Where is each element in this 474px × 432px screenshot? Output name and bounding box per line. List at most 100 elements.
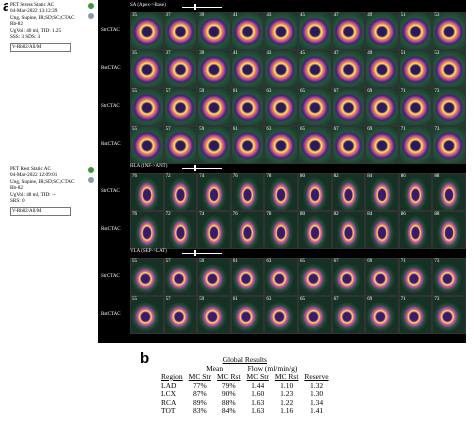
table-cell: 1.32	[309, 380, 324, 390]
slice-thumbnail: 63	[264, 296, 298, 334]
slice-thumbnail: 55	[130, 296, 164, 334]
row-label: StrCTAC	[101, 274, 120, 279]
slice-number: 53	[434, 51, 440, 56]
slice-thumbnail: 61	[230, 88, 265, 126]
slice-number: 43	[266, 13, 272, 18]
row-label: StrCTAC	[101, 189, 120, 194]
slice-thumbnail: 65	[298, 296, 332, 334]
slice-number: 59	[199, 89, 205, 94]
table-cell: LCX	[161, 389, 176, 398]
column-header: Reserve	[304, 372, 329, 381]
slice-thumbnail: 59	[197, 88, 231, 126]
slice-thumbnail: 61	[230, 258, 265, 296]
study-info: Rb-82	[10, 21, 23, 28]
slice-thumbnail: 57	[163, 296, 198, 334]
slice-number: 43	[266, 51, 272, 56]
slice-thumbnail: 73	[432, 88, 466, 126]
slice-thumbnail: 61	[230, 296, 265, 334]
slice-thumbnail: 86	[398, 211, 433, 249]
study-info: PET Rest Static AC	[10, 166, 51, 172]
slider-knob[interactable]	[194, 4, 196, 10]
slider-knob[interactable]	[194, 250, 196, 256]
slice-number: 63	[266, 127, 272, 132]
study-info: Rb-82	[10, 185, 23, 192]
slice-thumbnail: 55	[130, 88, 164, 126]
table-cell: 83%	[192, 406, 207, 415]
table-cell: 1.60	[251, 389, 265, 398]
status-icon	[88, 167, 94, 173]
slice-thumbnail: 82	[331, 211, 366, 249]
slice-thumbnail: 78	[264, 211, 298, 249]
slice-thumbnail: 43	[264, 12, 298, 50]
slice-number: 61	[232, 259, 238, 264]
study-sidebar: PET Stress Static AC 04-Mar-2022 13:12:39…	[8, 0, 99, 343]
row-label: RstCTAC	[101, 142, 121, 147]
slice-thumbnail: 72	[163, 173, 198, 211]
slice-thumbnail: 76	[130, 173, 164, 211]
slice-number: 55	[132, 89, 137, 94]
slice-thumbnail: 76	[230, 211, 265, 249]
study-info: 04-Mar-2022 12:09:01	[10, 172, 58, 179]
column-header-row: Region MC Str MC Rst MC Str MC Rst Reserve	[158, 372, 332, 382]
table-cell: 1.23	[280, 389, 294, 398]
slice-number: 73	[434, 297, 440, 302]
slice-thumbnail: 84	[365, 173, 399, 211]
slice-number: 57	[165, 89, 171, 94]
slice-thumbnail: 82	[331, 173, 366, 211]
status-icon	[88, 13, 94, 19]
slice-number: 51	[400, 13, 406, 18]
panel-label: a	[3, 0, 11, 15]
table-cell: 87%	[192, 389, 207, 398]
row-label: RstCTAC	[101, 66, 121, 71]
table-cell: 1.41	[309, 406, 324, 415]
slice-number: 71	[400, 89, 406, 94]
table: Global Results Mean Flow (ml/min/g) Region M…	[158, 355, 332, 416]
slice-number: 55	[132, 127, 137, 132]
table-cell: 1.34	[309, 397, 324, 407]
slice-number: 69	[367, 127, 373, 132]
slice-number: 37	[165, 51, 171, 56]
slice-number: 73	[434, 259, 440, 264]
slice-number: 59	[199, 259, 205, 264]
slice-thumbnail: 59	[197, 126, 231, 164]
dropdown[interactable]: V-Rb82/All/M	[10, 43, 71, 53]
study-info: Ung, Supine, IR;SD;SC;CTAC	[10, 14, 75, 21]
slice-thumbnail: 71	[398, 296, 433, 334]
dropdown[interactable]: V-Rb82/All/M	[10, 207, 71, 217]
slice-number: 78	[266, 212, 272, 217]
slice-thumbnail: 49	[365, 50, 399, 88]
slice-thumbnail: 61	[230, 126, 265, 164]
slider[interactable]	[182, 253, 222, 254]
slice-number: 76	[132, 174, 137, 179]
slice-number: 45	[300, 51, 305, 56]
column-header: MC Str	[246, 372, 269, 381]
table-cell: 89%	[192, 397, 207, 407]
slice-number: 78	[266, 174, 272, 179]
slice-number: 37	[165, 13, 171, 18]
table-cell: 77%	[192, 380, 207, 390]
study-info: SRS: 0	[10, 198, 25, 204]
image-viewer: SA (Apex->Base) StrCTAC 35 37 39 41 43 45 47 49 51…	[98, 0, 466, 343]
slice-number: 69	[367, 89, 373, 94]
slice-number: 55	[132, 297, 137, 302]
table-cell: 1.10	[280, 380, 294, 390]
slice-thumbnail: 73	[432, 258, 466, 296]
status-icon	[88, 177, 94, 183]
slice-number: 80	[300, 174, 305, 179]
group-header-row: Mean Flow (ml/min/g)	[158, 364, 332, 374]
slice-number: 69	[367, 259, 373, 264]
slice-number: 80	[300, 212, 305, 217]
row-label: StrCTAC	[101, 28, 120, 33]
slice-number: 72	[165, 174, 171, 179]
slice-number: 74	[199, 212, 205, 217]
slider[interactable]	[182, 7, 222, 8]
slider-knob[interactable]	[194, 165, 196, 171]
slice-number: 69	[367, 297, 373, 302]
slice-thumbnail: 63	[264, 88, 298, 126]
results-table: Global Results Mean Flow (ml/min/g) Region M…	[158, 355, 332, 416]
slider[interactable]	[182, 168, 222, 169]
section-title: VLA (SEP->LAT)	[130, 249, 167, 254]
slice-thumbnail: 47	[331, 50, 366, 88]
slice-thumbnail: 51	[398, 12, 433, 50]
